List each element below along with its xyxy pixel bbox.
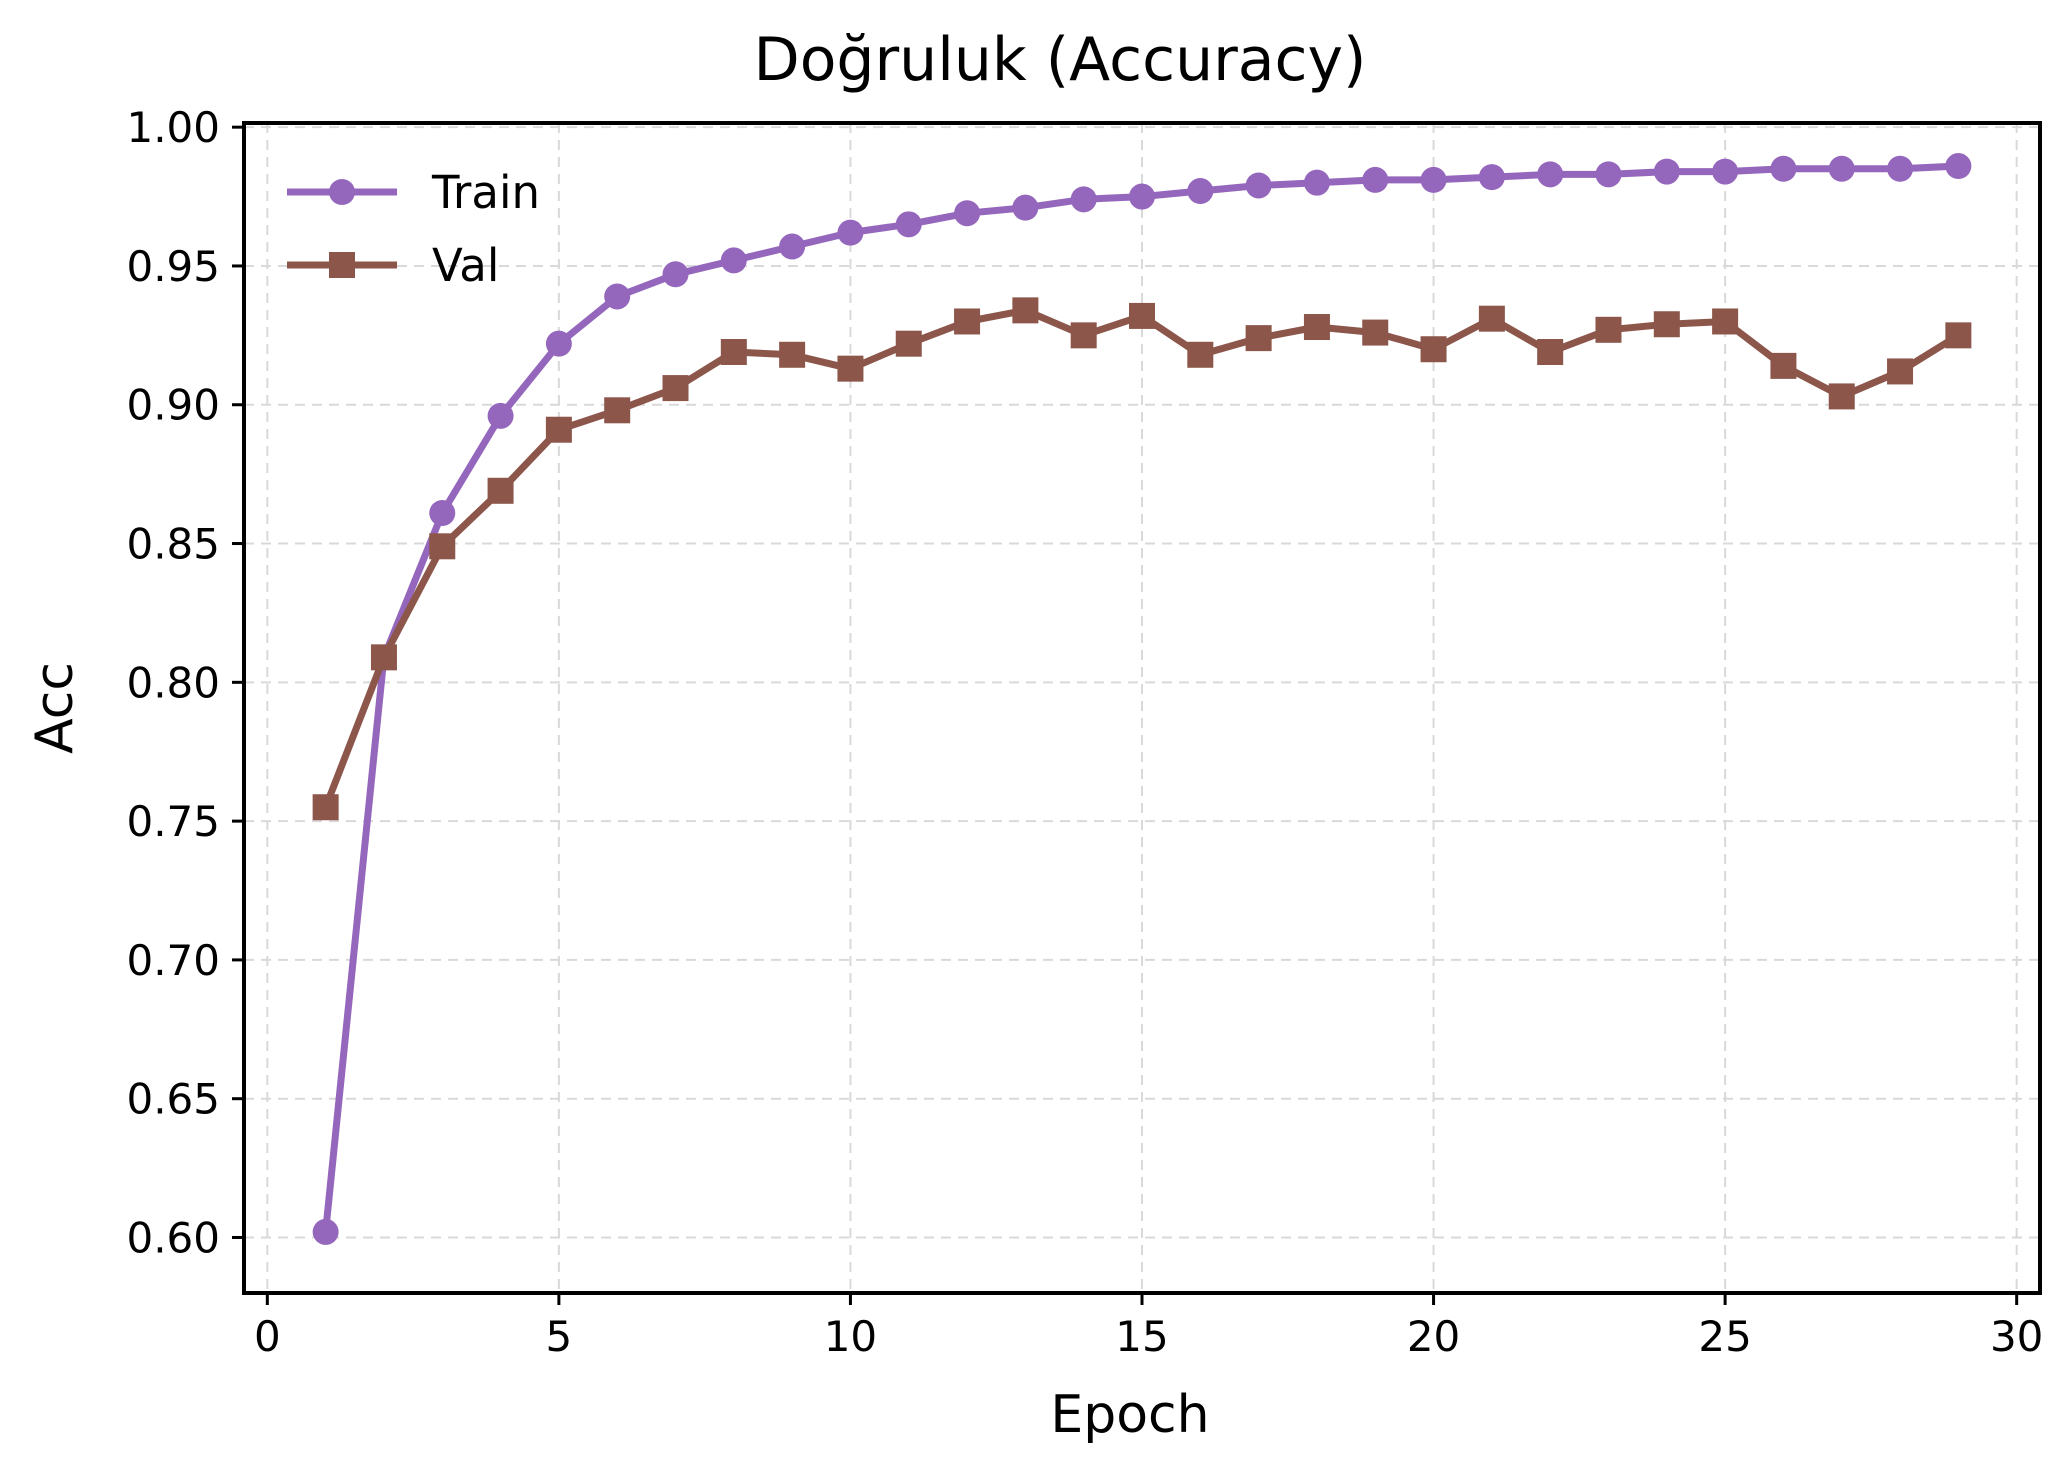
x-tick-label: 30	[1990, 1312, 2043, 1361]
val-point	[1129, 302, 1155, 329]
val-point	[1420, 336, 1447, 363]
y-tick-label: 0.75	[126, 797, 220, 846]
legend-item-train: Train	[287, 166, 540, 219]
val-point	[1537, 339, 1564, 366]
train-point	[1828, 155, 1855, 182]
train-point	[1129, 183, 1155, 210]
val-point	[895, 330, 922, 357]
x-tick-label: 20	[1407, 1312, 1460, 1361]
val-series	[312, 297, 1972, 821]
train-point	[954, 200, 981, 227]
y-axis-ticks: 0.60 0.65 0.70 0.75 0.80 0.85 0.90 0.95 1.00	[126, 103, 244, 1262]
y-tick-label: 0.65	[126, 1075, 220, 1124]
x-axis-label: Epoch	[1050, 1385, 1209, 1445]
train-point	[312, 1218, 339, 1245]
val-point	[429, 533, 456, 560]
train-point	[837, 219, 864, 246]
val-point	[1595, 316, 1622, 343]
y-tick-label: 0.60	[126, 1213, 220, 1262]
val-point	[954, 308, 981, 335]
train-point	[1070, 186, 1097, 213]
legend-marker-train	[329, 179, 355, 205]
train-point	[1187, 178, 1214, 205]
y-axis-label: Acc	[25, 662, 85, 754]
train-point	[1595, 161, 1622, 188]
legend-marker-val	[329, 252, 355, 278]
train-point	[545, 330, 572, 357]
val-point	[370, 644, 397, 671]
legend-label-train: Train	[431, 166, 540, 219]
val-point	[1362, 319, 1389, 346]
train-point	[1245, 172, 1272, 199]
train-point	[1537, 161, 1564, 188]
x-tick-label: 5	[546, 1312, 573, 1361]
series-layer	[312, 153, 1972, 1245]
val-point	[1245, 325, 1272, 352]
x-axis-ticks: 0 5 10 15 20 25 30	[254, 1293, 2043, 1361]
val-point	[604, 397, 631, 424]
train-point	[720, 247, 747, 274]
grid	[244, 123, 2040, 1293]
train-point	[1887, 155, 1914, 182]
y-tick-label: 0.85	[126, 520, 220, 569]
val-point	[1303, 314, 1330, 341]
val-point	[1828, 383, 1855, 410]
val-point	[545, 416, 572, 443]
val-point	[1012, 297, 1039, 324]
train-point	[1012, 194, 1039, 221]
train-point	[1653, 158, 1680, 185]
train-point	[487, 402, 514, 429]
train-point	[1478, 164, 1505, 191]
y-tick-label: 0.80	[126, 658, 220, 707]
legend-label-val: Val	[432, 239, 499, 292]
chart-title: Doğruluk (Accuracy)	[754, 25, 1367, 95]
train-point	[1362, 166, 1389, 193]
train-point	[1303, 169, 1330, 196]
train-point	[1945, 153, 1972, 180]
y-tick-label: 0.90	[126, 381, 220, 430]
train-point	[1420, 166, 1447, 193]
train-point	[429, 500, 456, 526]
train-point	[1712, 158, 1739, 185]
y-tick-label: 1.00	[126, 103, 220, 152]
val-point	[1887, 358, 1914, 385]
train-point	[604, 283, 631, 310]
y-tick-label: 0.95	[126, 242, 220, 291]
val-point	[1070, 322, 1097, 349]
val-point	[1653, 311, 1680, 338]
train-point	[1770, 155, 1797, 182]
train-point	[662, 261, 689, 288]
x-tick-label: 0	[254, 1312, 281, 1361]
x-tick-label: 10	[824, 1312, 877, 1361]
x-tick-label: 15	[1115, 1312, 1168, 1361]
val-point	[487, 477, 514, 504]
legend: Train Val	[287, 166, 540, 292]
val-point	[720, 339, 747, 366]
val-point	[1187, 341, 1214, 368]
val-point	[1712, 308, 1739, 335]
val-point	[779, 341, 806, 368]
train-point	[779, 233, 806, 260]
y-tick-label: 0.70	[126, 936, 220, 985]
val-point	[662, 375, 689, 402]
train-point	[895, 211, 922, 238]
val-point	[837, 355, 864, 382]
val-point	[1478, 305, 1505, 332]
legend-item-val: Val	[287, 239, 499, 292]
val-point	[1770, 352, 1797, 379]
val-point	[312, 794, 339, 821]
val-point	[1945, 322, 1972, 349]
x-tick-label: 25	[1698, 1312, 1751, 1361]
